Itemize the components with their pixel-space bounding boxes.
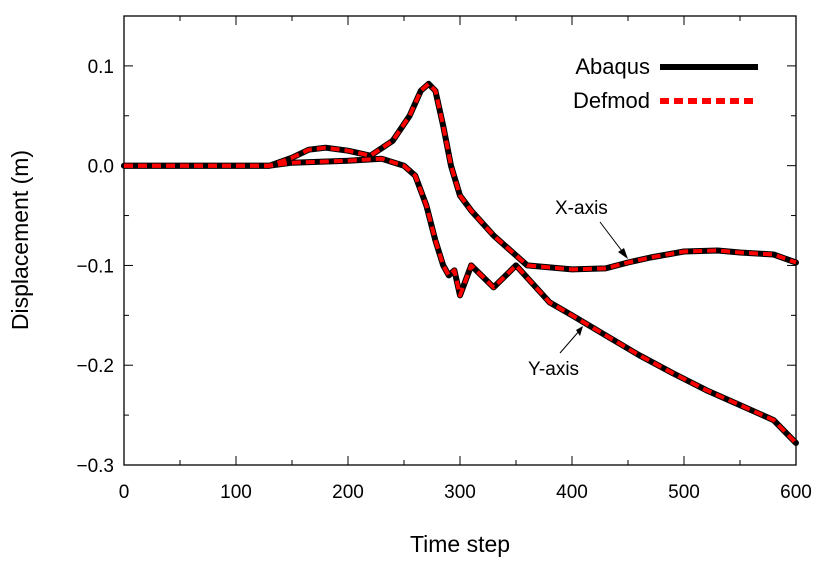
series-curves	[121, 80, 799, 446]
x-tick-label: 0	[119, 482, 130, 503]
axis-ticks	[123, 15, 797, 466]
y-tick-label: 0.0	[88, 157, 114, 178]
annotation-x-axis-arrowhead	[618, 248, 628, 259]
y-tick-label: −0.2	[76, 356, 114, 377]
defmod-curve-x-axis	[124, 81, 797, 272]
annotation-y-axis-arrow	[559, 329, 581, 354]
y-tick-label: −0.1	[76, 256, 114, 277]
x-axis-title: Time step	[410, 531, 510, 557]
abaqus-curve-y-axis	[121, 155, 799, 446]
abaqus-curve-x-axis	[121, 80, 799, 273]
annotation-x-axis: X-axis	[555, 198, 628, 259]
tick-labels: 0 100 200 300 400 500 600 0.1 0.0 −0.1 −0.2 −0.3	[76, 57, 811, 503]
legend-label-defmod: Defmod	[573, 88, 650, 113]
annotation-x-axis-label: X-axis	[555, 198, 608, 219]
x-tick-label: 600	[780, 482, 812, 503]
defmod-curve-y-axis	[124, 156, 798, 445]
y-axis-title: Displacement (m)	[7, 150, 33, 330]
x-tick-label: 300	[444, 482, 476, 503]
annotation-y-axis: Y-axis	[528, 326, 583, 380]
x-tick-label: 500	[668, 482, 700, 503]
annotation-y-axis-arrowhead	[576, 326, 583, 336]
y-tick-label: 0.1	[88, 57, 114, 78]
legend-label-abaqus: Abaqus	[575, 54, 650, 79]
y-tick-label: −0.3	[76, 456, 114, 477]
annotation-x-axis-arrow	[599, 221, 626, 256]
x-tick-label: 100	[220, 482, 252, 503]
plot-frame	[123, 15, 797, 466]
annotation-y-axis-label: Y-axis	[528, 359, 579, 380]
x-tick-label: 400	[556, 482, 588, 503]
x-tick-label: 200	[332, 482, 364, 503]
legend: Abaqus Defmod	[573, 54, 758, 113]
